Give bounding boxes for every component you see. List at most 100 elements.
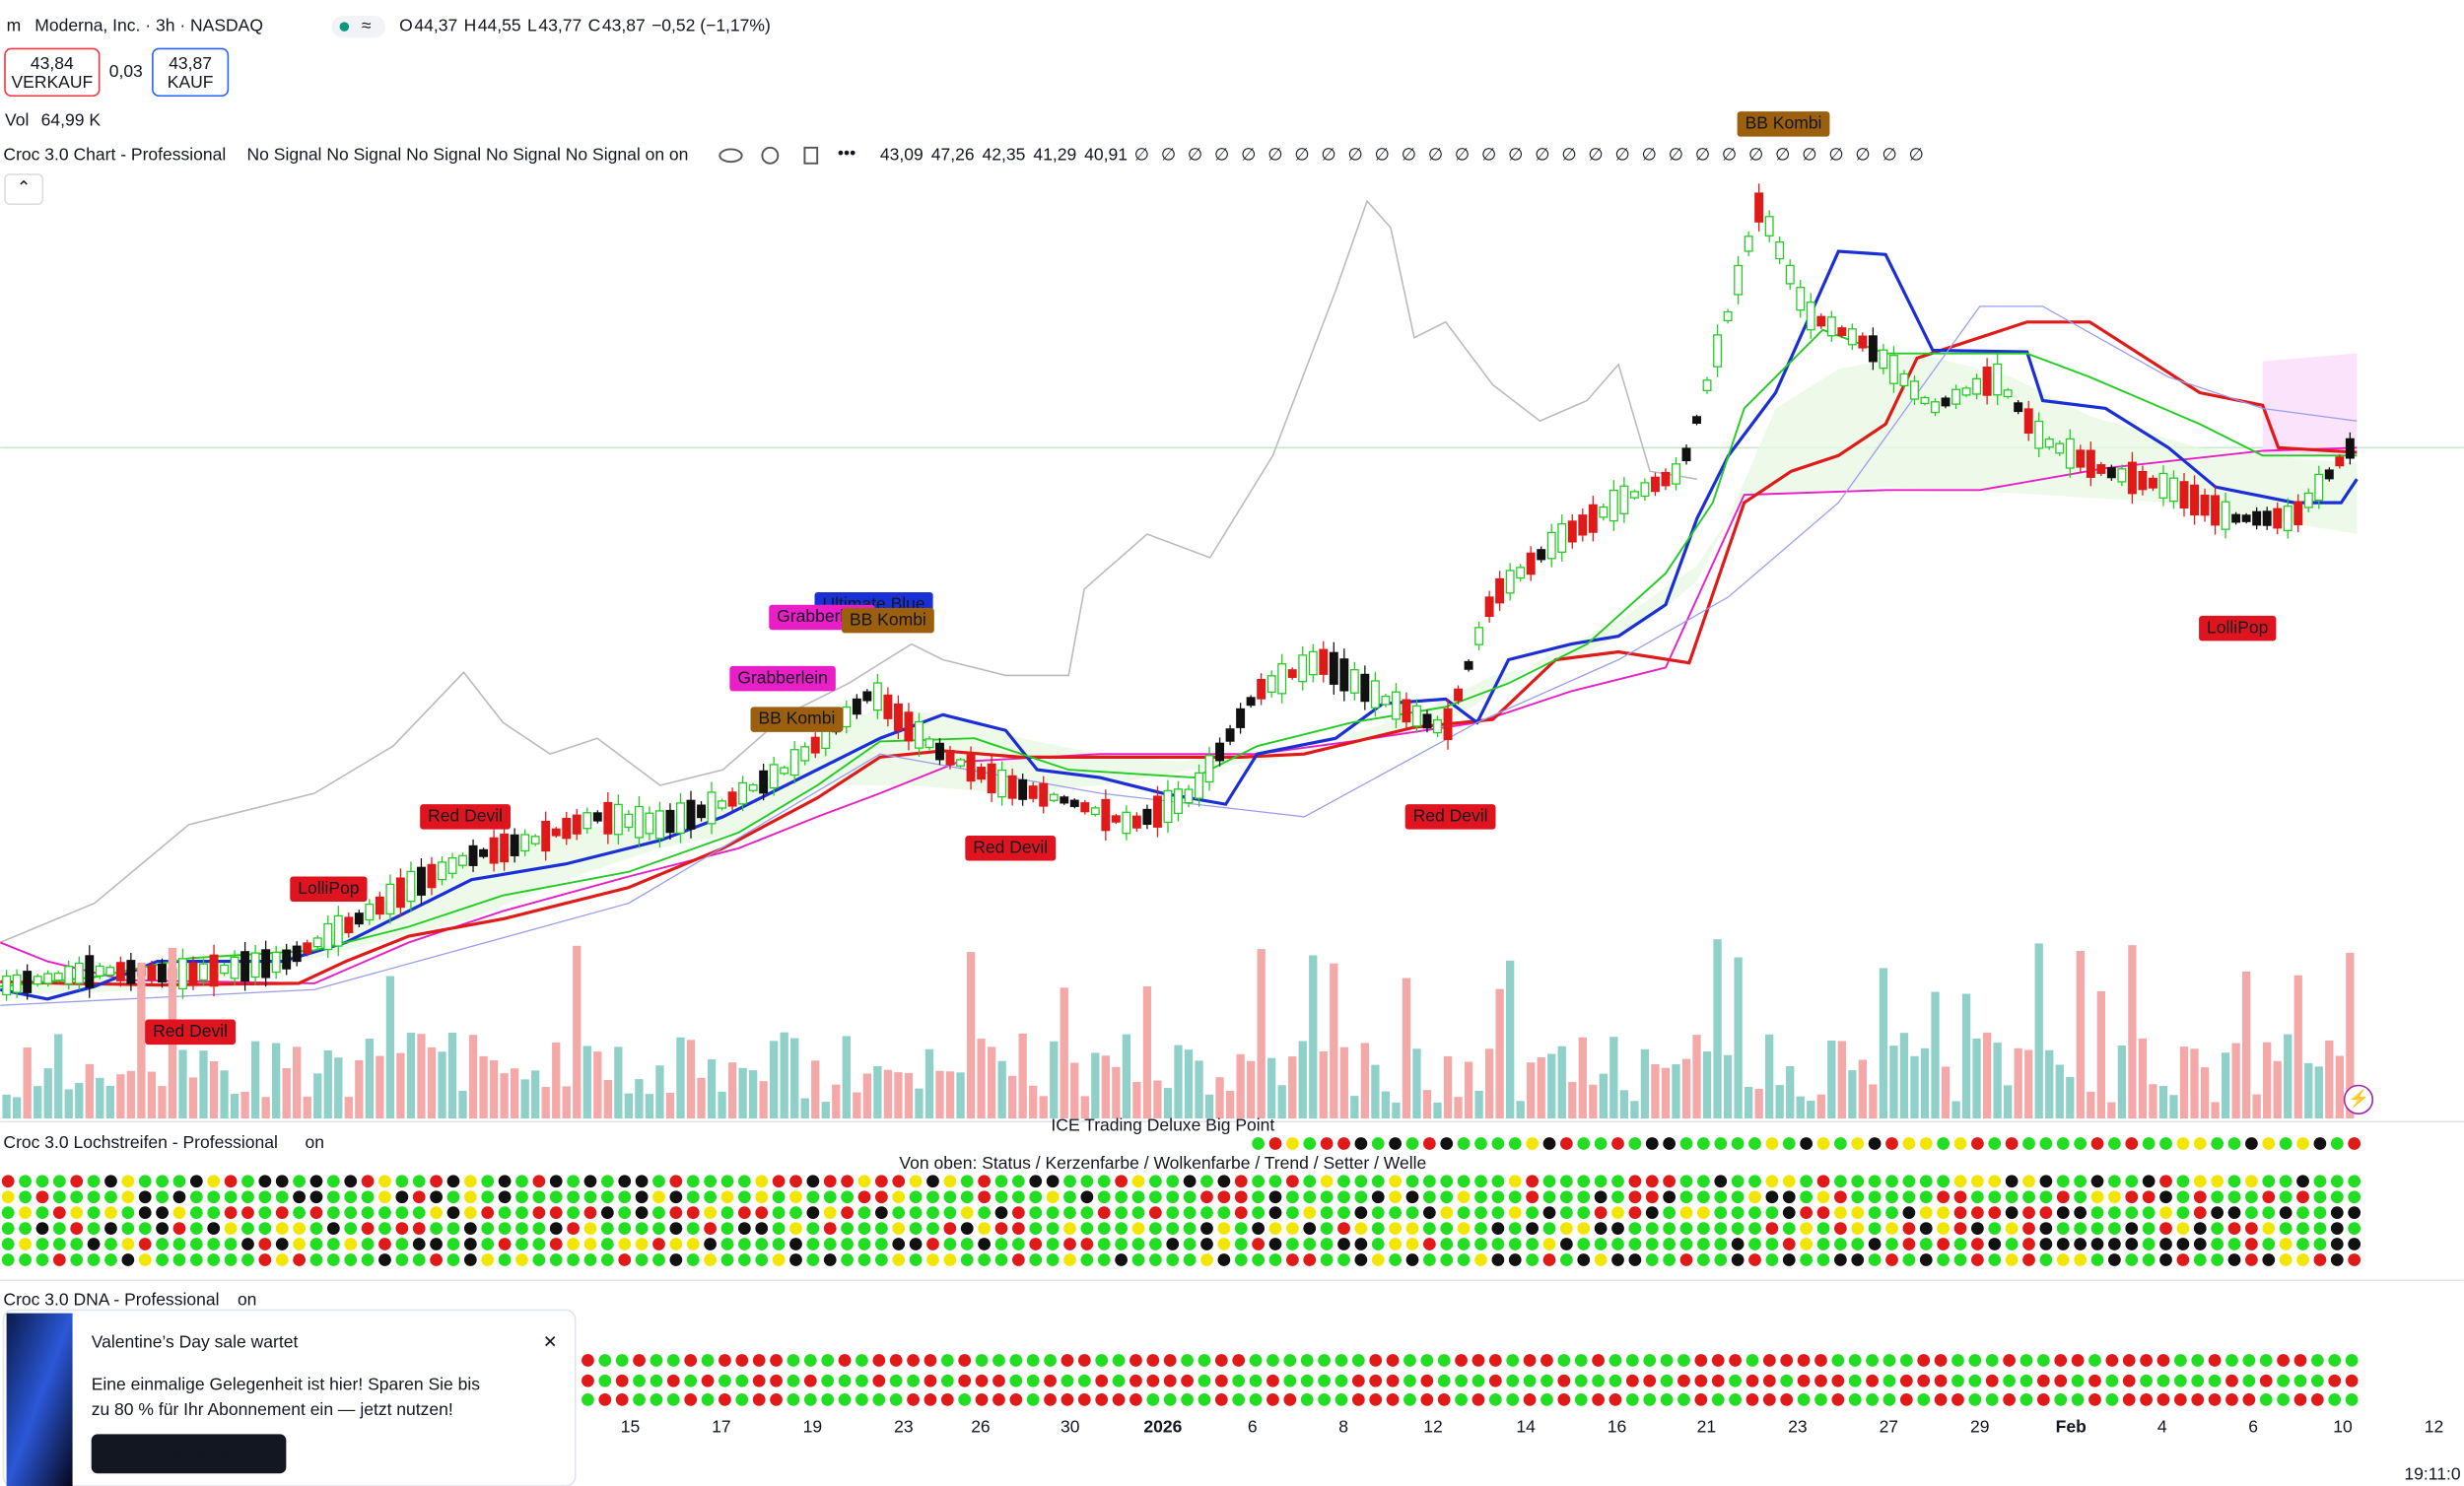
candle-body [354, 912, 364, 925]
dot [2348, 1222, 2361, 1235]
dot [1645, 1253, 1659, 1266]
volume-bar [1681, 1058, 1691, 1118]
candle-body [64, 966, 74, 984]
volume-bar [2149, 1084, 2157, 1118]
volume-bar [220, 1070, 229, 1118]
dot [2122, 1374, 2136, 1387]
dot [156, 1253, 169, 1266]
volume-bar [1142, 986, 1152, 1118]
dot [874, 1206, 888, 1220]
candle-body [2303, 492, 2313, 508]
candle-body [2314, 473, 2324, 502]
dot [189, 1206, 203, 1220]
dot [549, 1175, 563, 1188]
volume-bar [1080, 1096, 1089, 1118]
dot [1422, 1206, 1436, 1220]
promo-button[interactable] [91, 1434, 287, 1474]
collapse-button[interactable] [4, 173, 44, 206]
dot [1437, 1374, 1451, 1387]
dot [1816, 1137, 1830, 1150]
dot [1848, 1392, 1862, 1406]
status-badge[interactable] [331, 15, 385, 38]
dot [1063, 1253, 1076, 1266]
dot [806, 1190, 820, 1204]
lightning-button[interactable] [2343, 1084, 2374, 1115]
dot [1440, 1175, 1454, 1188]
dot [1405, 1190, 1419, 1204]
symbol[interactable]: Moderna, Inc. · 3h · NASDAQ [34, 16, 263, 35]
candle-body [240, 951, 250, 982]
dot [720, 1190, 734, 1204]
dot [821, 1392, 835, 1406]
candle-body [1433, 718, 1442, 734]
dot [600, 1253, 614, 1266]
dot [1919, 1253, 1933, 1266]
volume-bar [427, 1047, 437, 1118]
dot [446, 1175, 460, 1188]
dot [737, 1222, 751, 1235]
dot [1491, 1206, 1505, 1220]
candle-body [406, 870, 416, 903]
volume-bar [1899, 1033, 1909, 1118]
candle-body [2293, 501, 2303, 526]
pane3-name[interactable]: Croc 3.0 DNA - Professional [3, 1290, 219, 1310]
candle-body [385, 883, 395, 915]
dot [2156, 1354, 2170, 1367]
dot [1816, 1190, 1830, 1204]
dot [258, 1253, 272, 1266]
dot [498, 1222, 512, 1235]
empty-value: ∅ [1508, 144, 1523, 164]
candle-body [1505, 570, 1515, 594]
dot [1131, 1222, 1145, 1235]
candle-body [1060, 796, 1069, 804]
candle-body [2014, 402, 2023, 413]
dot [1166, 1253, 1180, 1266]
dot [412, 1175, 426, 1188]
dot [1851, 1253, 1865, 1266]
empty-value: ∅ [1775, 144, 1790, 164]
dot [806, 1253, 820, 1266]
dot [2193, 1222, 2207, 1235]
indicator-name[interactable]: Croc 3.0 Chart - Professional [3, 144, 226, 164]
dot [1252, 1190, 1265, 1204]
dot [978, 1190, 991, 1204]
sell-label: VERKAUF [11, 72, 93, 92]
dot [1526, 1190, 1540, 1204]
dot [2313, 1137, 2327, 1150]
signal-box [2199, 615, 2277, 642]
dot [1131, 1175, 1145, 1188]
dot [1217, 1190, 1231, 1204]
promo-close[interactable]: ✕ [543, 1332, 558, 1352]
dot [1831, 1392, 1845, 1406]
dot [1816, 1238, 1830, 1250]
dot [823, 1238, 837, 1250]
dot [1200, 1238, 1213, 1250]
volume-bar [510, 1068, 519, 1118]
dot [994, 1175, 1008, 1188]
dot [1318, 1354, 1331, 1367]
pane2-name[interactable]: Croc 3.0 Lochstreifen - Professional [3, 1132, 277, 1152]
volume-bar [75, 1082, 84, 1118]
dot [1389, 1253, 1403, 1266]
candle-body [1672, 463, 1680, 485]
dot [650, 1374, 663, 1387]
candle-body [105, 967, 115, 977]
buy-button[interactable] [152, 47, 230, 98]
candle-body [2179, 481, 2189, 509]
symbol-icon[interactable]: m [7, 16, 22, 35]
candle-body [1370, 680, 1380, 709]
dot [1523, 1354, 1537, 1367]
dot [1971, 1175, 1984, 1188]
dot [1285, 1222, 1299, 1235]
dot [907, 1354, 920, 1367]
dot [1953, 1253, 1967, 1266]
dot [2208, 1354, 2222, 1367]
sell-button[interactable] [4, 47, 101, 98]
dot [1951, 1392, 1964, 1406]
dot [1252, 1238, 1265, 1250]
dot [70, 1206, 84, 1220]
volume-bar [1869, 1084, 1878, 1118]
dot [2159, 1253, 2172, 1266]
dot [172, 1253, 186, 1266]
dot [1318, 1392, 1331, 1406]
